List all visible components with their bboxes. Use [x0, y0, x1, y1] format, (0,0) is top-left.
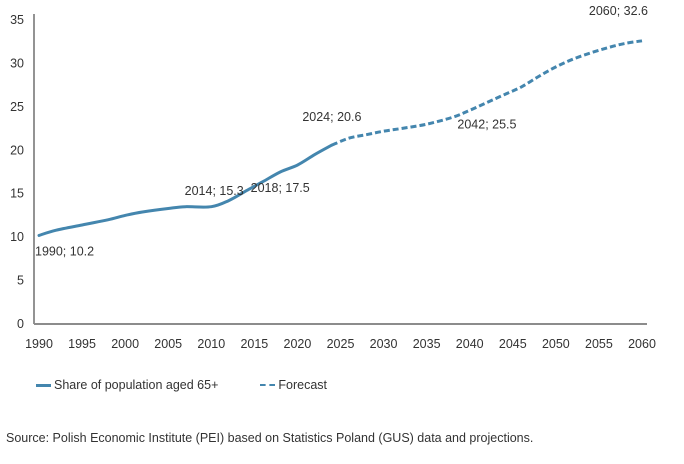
- y-tick-label-25: 25: [10, 100, 24, 114]
- x-tick-label-2025: 2025: [327, 337, 355, 351]
- x-axis-ticks: 1990 1995 2000 2005 2010 2015 2020 2025 2030 2035…: [25, 337, 656, 351]
- x-tick-label-1995: 1995: [68, 337, 96, 351]
- data-label-2014: 2014; 15.3: [185, 184, 244, 198]
- data-labels: 1990; 10.2 2014; 15.3 2018; 17.5 2024; 20.6…: [35, 4, 648, 259]
- share-65plus-line: [37, 143, 334, 237]
- legend-label-share: Share of population aged 65+: [54, 378, 219, 392]
- legend-solid-line-icon: [36, 383, 51, 387]
- legend-item-share: Share of population aged 65+: [36, 378, 218, 392]
- y-axis-ticks: 0 5 10 15 20 25 30 35: [10, 13, 24, 331]
- x-tick-label-2015: 2015: [240, 337, 268, 351]
- legend-dashed-line-icon: [260, 384, 276, 386]
- y-tick-label-20: 20: [10, 143, 24, 157]
- x-tick-label-2060: 2060: [628, 337, 656, 351]
- x-tick-label-2050: 2050: [542, 337, 570, 351]
- x-tick-label-2020: 2020: [284, 337, 312, 351]
- x-tick-label-2005: 2005: [154, 337, 182, 351]
- series-group: [37, 39, 643, 237]
- data-label-2018: 2018; 17.5: [251, 181, 310, 195]
- x-tick-label-2045: 2045: [499, 337, 527, 351]
- y-tick-label-15: 15: [10, 187, 24, 201]
- legend-item-forecast: Forecast: [260, 378, 327, 392]
- data-label-2042: 2042; 25.5: [457, 118, 516, 132]
- data-label-2024: 2024; 20.6: [302, 110, 361, 124]
- x-tick-label-2030: 2030: [370, 337, 398, 351]
- y-tick-label-0: 0: [17, 317, 24, 331]
- x-tick-label-2010: 2010: [197, 337, 225, 351]
- forecast-line: [331, 39, 643, 147]
- x-tick-label-1990: 1990: [25, 337, 53, 351]
- data-label-2060: 2060; 32.6: [589, 4, 648, 18]
- x-tick-label-2040: 2040: [456, 337, 484, 351]
- x-tick-label-2055: 2055: [585, 337, 613, 351]
- y-tick-label-10: 10: [10, 230, 24, 244]
- data-label-1990: 1990; 10.2: [35, 244, 94, 258]
- y-tick-label-5: 5: [17, 274, 24, 288]
- x-tick-label-2035: 2035: [413, 337, 441, 351]
- legend: Share of population aged 65+ Forecast: [36, 378, 369, 392]
- source-note: Source: Polish Economic Institute (PEI) …: [6, 431, 534, 445]
- y-tick-label-30: 30: [10, 56, 24, 70]
- y-tick-label-35: 35: [10, 13, 24, 27]
- legend-label-forecast: Forecast: [278, 378, 328, 392]
- x-tick-label-2000: 2000: [111, 337, 139, 351]
